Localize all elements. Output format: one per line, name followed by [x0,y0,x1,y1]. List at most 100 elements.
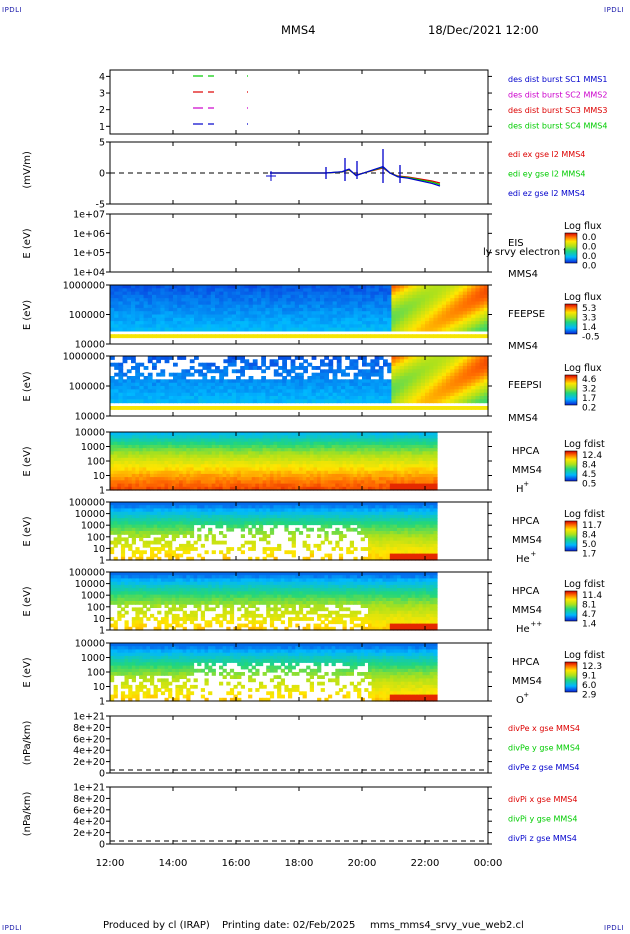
spectrogram-cell [407,464,413,468]
spectrogram-cell [288,464,293,468]
spectrogram-cell [157,477,162,481]
spectrogram-cell [265,288,271,293]
spectrogram-cell [255,470,260,475]
spectrogram-cell [223,386,229,390]
spectrogram-cell [265,386,271,390]
spectrogram-cell [479,389,485,394]
spectrogram-cell [383,359,388,364]
spectrogram-cell [446,288,451,293]
spectrogram-cell [189,556,195,561]
spectrogram-cell [395,311,401,316]
spectrogram-cell [215,379,220,384]
spectrogram-cell [139,457,144,462]
spectrogram-cell [215,382,220,387]
spectrogram-cell [397,435,402,439]
spacecraft-label: MMS4 [508,341,538,352]
spectrogram-cell [160,508,166,513]
spectrogram-cell [210,362,216,367]
spectrogram-cell [233,483,238,488]
spectrogram-cell [291,550,296,555]
spectrogram-cell [366,291,371,296]
spectrogram-cell [386,473,391,478]
spectrogram-cell [295,511,300,516]
spectrogram-cell [261,285,266,289]
spectrogram-cell [135,399,140,404]
spectrogram-cell [284,483,289,488]
spectrogram-cell [306,438,311,443]
spectrogram-cell [416,399,422,404]
spectrogram-cell [397,473,402,478]
spectrogram-cell [179,543,184,548]
spectrogram-cell [383,396,388,400]
spectrogram-cell [259,467,264,472]
spectrogram-cell [222,486,227,491]
spectrogram-cell [139,304,145,309]
spectrogram-cell [429,406,434,410]
spectrogram-cell [135,483,140,488]
spectrogram-cell [219,379,224,384]
spectrogram-cell [248,435,253,439]
spectrogram-cell [208,480,213,485]
spectrogram-cell [282,369,287,374]
spectrogram-cell [146,480,151,485]
spectrogram-cell [437,406,443,410]
spectrogram-cell [147,294,153,299]
spectrogram-cell [262,502,267,506]
spectrogram-cell [198,324,203,329]
spectrogram-cell [366,301,371,306]
spectrogram-cell [389,448,394,452]
y-axis-label: E (eV) [22,446,33,476]
spectrogram-cell [366,321,371,325]
spectrogram-cell [357,301,363,306]
spectrogram-cell [412,291,418,296]
spectrogram-cell [362,392,367,397]
spectrogram-cell [179,508,184,513]
colorbar-tick-label: -0.5 [582,333,600,343]
spectrogram-cell [142,467,147,472]
spectrogram-cell [378,366,384,370]
spectrogram-cell [399,382,405,387]
spectrogram-cell [433,294,439,299]
spectrogram-cell [399,399,405,404]
spectrogram-cell [211,508,216,513]
spectrogram-cell [471,359,476,364]
spectrogram-cell [255,514,260,519]
spectrogram-cell [251,454,256,459]
spectrogram-cell [324,399,329,404]
spectrogram-cell [349,294,355,299]
spectrogram-cell [261,376,266,380]
spectrogram-cell [408,356,413,360]
spectrogram-cell [286,288,292,293]
spectrogram-cell [160,521,166,526]
spectrogram-cell [345,298,350,302]
spectrogram-cell [273,379,279,384]
spectrogram-cell [210,285,216,289]
spectrogram-cell [156,291,161,296]
spectrogram-cell [153,521,158,526]
spectrogram-cell [324,298,329,302]
spectrogram-cell [146,467,151,472]
spectrogram-cell [437,396,443,400]
spectrogram-cell [416,294,422,299]
spectrogram-cell [177,311,182,316]
spectrogram-cell [147,382,153,387]
spectrogram-cell [189,521,195,526]
spectrogram-cell [298,518,304,522]
spectrogram-cell [374,406,380,410]
spectrogram-cell [251,467,256,472]
spectrogram-cell [446,327,451,332]
spectrogram-cell [429,321,434,325]
spectrogram-cell [262,467,267,472]
spectrogram-cell [110,483,115,488]
spectrogram-cell [139,285,145,289]
spectrogram-cell [198,406,203,410]
spectrogram-cell [262,505,267,509]
spectrogram-cell [179,547,184,551]
spectrogram-cell [182,521,187,526]
spectrogram-cell [248,406,254,410]
spectrogram-cell [375,473,380,478]
spectrogram-cell [128,473,133,478]
spectrogram-cell [175,505,180,509]
spectrogram-cell [450,324,455,329]
